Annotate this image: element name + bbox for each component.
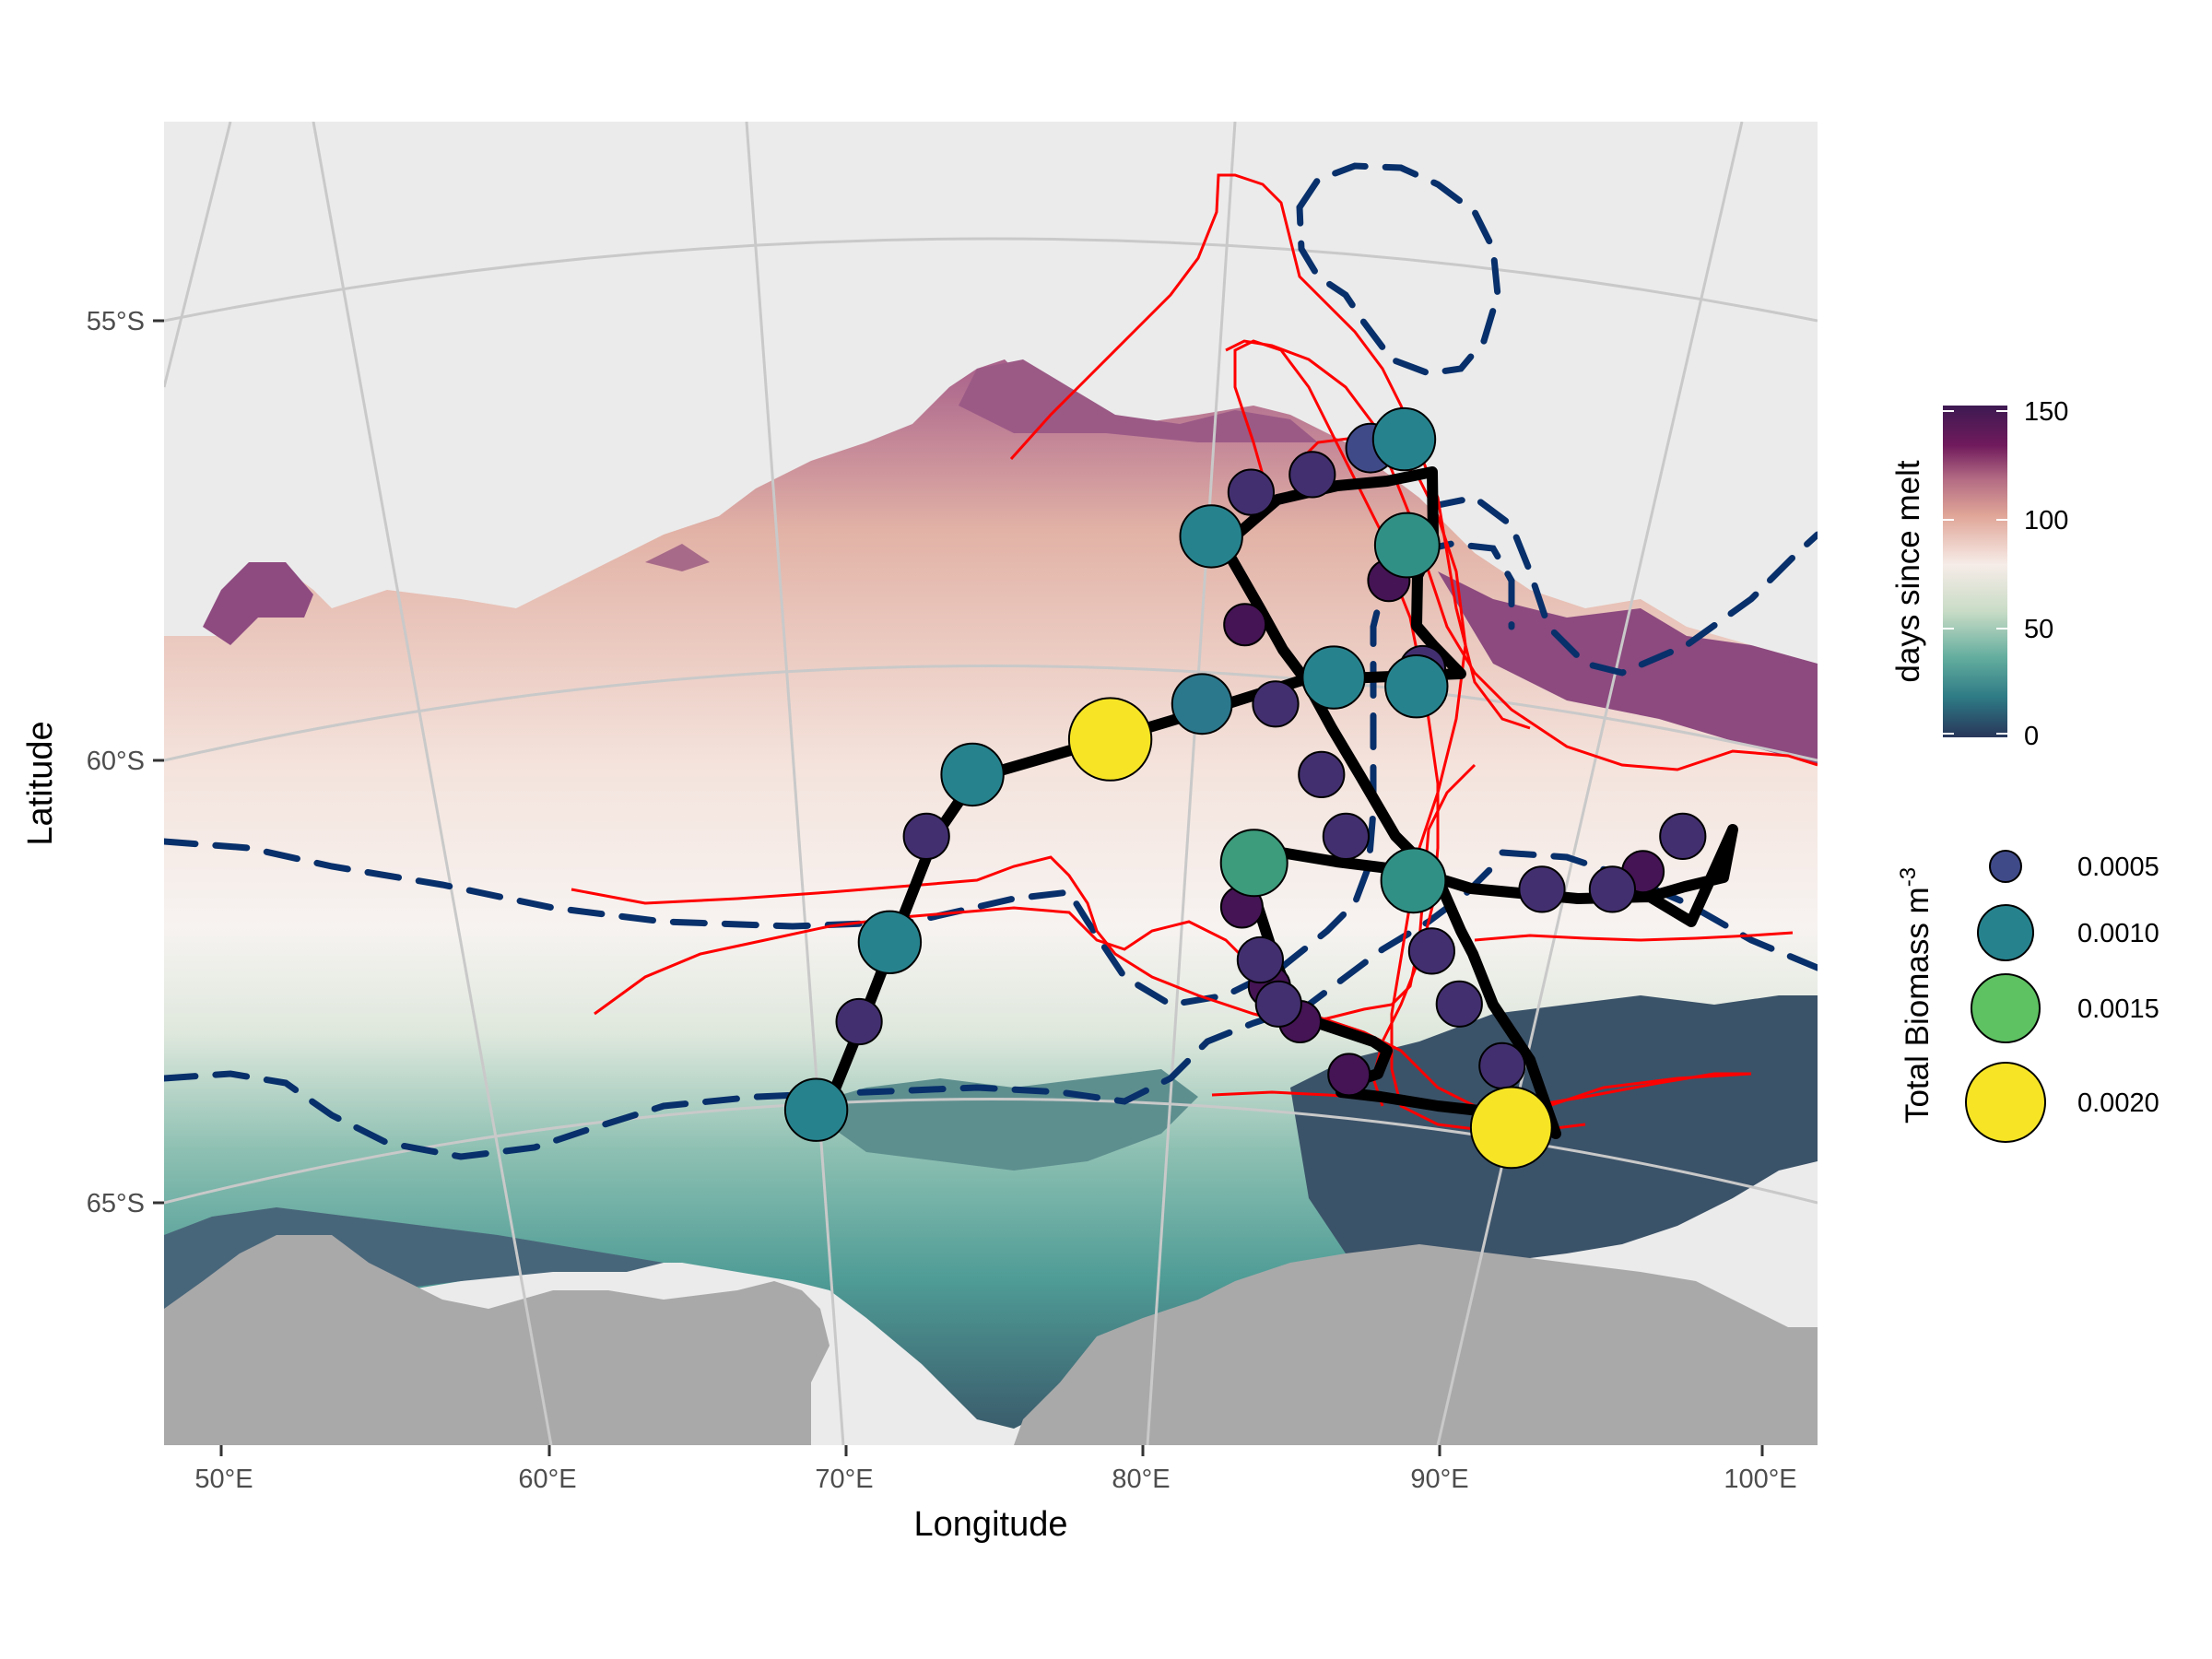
dashed-contour-loop	[1296, 162, 1501, 377]
station-point	[1327, 1053, 1371, 1097]
station-point	[1588, 865, 1637, 913]
melt-field-patch-g	[802, 1069, 1198, 1171]
size-legend-label-0.0005: 0.0005	[2077, 853, 2159, 882]
station-point	[1659, 812, 1707, 861]
station-point	[783, 1077, 849, 1142]
size-legend-label-0.0020: 0.0020	[2077, 1088, 2159, 1118]
station-point	[1435, 980, 1483, 1028]
antarctic-land	[164, 1235, 1818, 1445]
station-point	[1301, 645, 1366, 710]
station-point	[835, 997, 883, 1046]
graticule	[164, 122, 1818, 1445]
meridian-60E	[312, 122, 553, 1445]
size-legend-key-0.0020	[1965, 1062, 2046, 1143]
station-point	[1219, 829, 1288, 898]
meridian-80E	[1146, 122, 1237, 1445]
station-point	[1179, 504, 1243, 569]
dashed-contour-north	[164, 494, 1818, 1008]
size-legend-title-sup: -3	[1896, 867, 1921, 887]
melt-field-patch-a	[203, 562, 313, 645]
x-tick-label-60E: 60°E	[518, 1465, 576, 1494]
size-legend-label-0.0015: 0.0015	[2077, 994, 2159, 1024]
color-legend-label-100: 100	[2024, 506, 2068, 535]
color-legend: days since melt 150 100 50 0	[1890, 397, 2068, 751]
parallel-55S	[164, 237, 1818, 323]
station-point	[1407, 927, 1456, 975]
size-legend-key-0.0010	[1977, 904, 2034, 961]
x-tick-label-80E: 80°E	[1112, 1465, 1170, 1494]
size-legend: Total Biomass m-3 0.0005 0.0010 0.0015 0…	[1896, 850, 2159, 1143]
meridian-90E	[1436, 122, 1744, 1445]
station-point	[1322, 812, 1371, 861]
dashed-contours	[164, 162, 1818, 1160]
y-tick-label-60S: 60°S	[87, 747, 145, 776]
parallel-60S	[164, 665, 1818, 762]
x-tick-label-100E: 100°E	[1724, 1465, 1796, 1494]
size-legend-title: Total Biomass m-3	[1896, 867, 1936, 1124]
x-tick-label-90E: 90°E	[1410, 1465, 1468, 1494]
dashed-contour-south	[164, 863, 1497, 1160]
station-point	[1380, 847, 1447, 914]
station-point	[1223, 603, 1267, 647]
station-point	[1469, 1086, 1553, 1170]
station-point	[1236, 935, 1285, 984]
station-point	[1254, 980, 1302, 1028]
color-legend-title: days since melt	[1890, 460, 1926, 682]
meridian-50E-b	[164, 122, 232, 388]
front-line-1	[1009, 173, 1531, 730]
station-point	[1171, 673, 1233, 735]
size-legend-key-0.0005	[1989, 850, 2022, 883]
melt-field-patch-c	[1438, 571, 1818, 765]
station-point	[1288, 451, 1336, 499]
station-point	[1518, 865, 1566, 913]
station-point	[857, 910, 923, 974]
color-legend-label-0: 0	[2024, 722, 2039, 751]
x-tick-label-70E: 70°E	[815, 1465, 873, 1494]
station-point	[940, 742, 1005, 807]
size-legend-key-0.0015	[1971, 973, 2041, 1043]
y-tick-label-65S: 65°S	[87, 1189, 145, 1218]
size-legend-title-main: Total Biomass m	[1900, 887, 1936, 1124]
y-axis: 55°S 60°S 65°S Latitude	[21, 307, 164, 1218]
front-line-2	[1225, 339, 1818, 771]
station-point	[1478, 1041, 1526, 1089]
y-tick-label-55S: 55°S	[87, 307, 145, 336]
y-axis-title: Latitude	[21, 721, 60, 845]
station-point	[1252, 680, 1300, 728]
station-point	[1371, 406, 1437, 472]
x-axis-title: Longitude	[914, 1505, 1068, 1544]
land-west	[164, 1235, 830, 1445]
melt-field-patch-b	[959, 359, 1318, 442]
station-point	[1227, 468, 1276, 516]
front-line-8	[1474, 931, 1794, 942]
melt-field-patch-d	[645, 544, 710, 571]
x-axis: 50°E 60°E 70°E 80°E 90°E 100°E Longitude	[194, 1445, 1797, 1544]
land-east	[1014, 1244, 1818, 1445]
station-point	[1067, 697, 1153, 782]
color-legend-bar	[1943, 406, 2007, 737]
map-panel	[164, 122, 1818, 1445]
station-point	[1384, 654, 1449, 719]
station-point	[902, 812, 950, 861]
x-tick-label-50E: 50°E	[194, 1465, 253, 1494]
station-point	[1298, 750, 1346, 799]
color-legend-label-50: 50	[2024, 615, 2053, 644]
color-legend-label-150: 150	[2024, 397, 2068, 427]
meridian-70E	[745, 122, 845, 1445]
size-legend-label-0.0010: 0.0010	[2077, 919, 2159, 948]
station-point	[1373, 512, 1441, 579]
stations-layer	[783, 406, 1707, 1170]
